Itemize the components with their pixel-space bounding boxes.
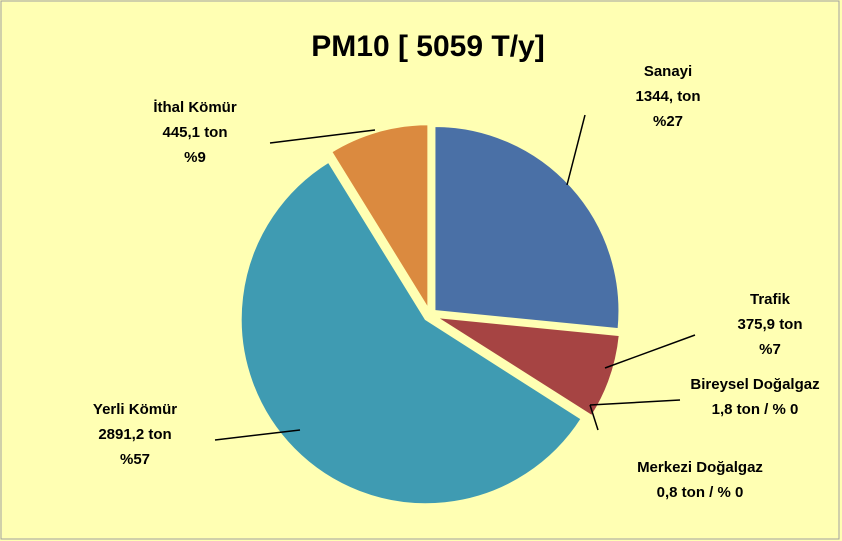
value-label: 0,8 ton / % 0	[657, 484, 744, 501]
slice-name: Merkezi Doğalgaz	[637, 459, 763, 476]
value-label: 445,1 ton	[162, 124, 227, 141]
leader-line	[566, 114, 586, 186]
pie-slice	[433, 124, 621, 331]
slice-name: Yerli Kömür	[93, 401, 177, 418]
slice-name: Trafik	[750, 291, 791, 308]
slice-name: Bireysel Doğalgaz	[690, 376, 819, 393]
leader-line	[214, 429, 301, 441]
pie-slice	[239, 160, 583, 506]
percent-label: %9	[184, 149, 206, 166]
leader-line	[604, 334, 696, 369]
chart-title: PM10 [ 5059 T/y]	[311, 30, 544, 63]
pie-slice	[434, 317, 593, 420]
value-label: 1,8 ton / % 0	[712, 401, 799, 418]
percent-label: %27	[653, 113, 683, 130]
percent-label: %7	[759, 341, 781, 358]
pie-slice	[435, 315, 621, 418]
leader-line	[269, 129, 376, 144]
pie-slice	[329, 123, 430, 313]
value-label: 2891,2 ton	[98, 426, 171, 443]
slice-name: Sanayi	[644, 63, 692, 80]
percent-label: %57	[120, 451, 150, 468]
value-label: 1344, ton	[635, 88, 700, 105]
leader-line	[589, 399, 681, 406]
slice-name: İthal Kömür	[153, 99, 236, 116]
leader-line	[589, 404, 599, 431]
value-label: 375,9 ton	[737, 316, 802, 333]
